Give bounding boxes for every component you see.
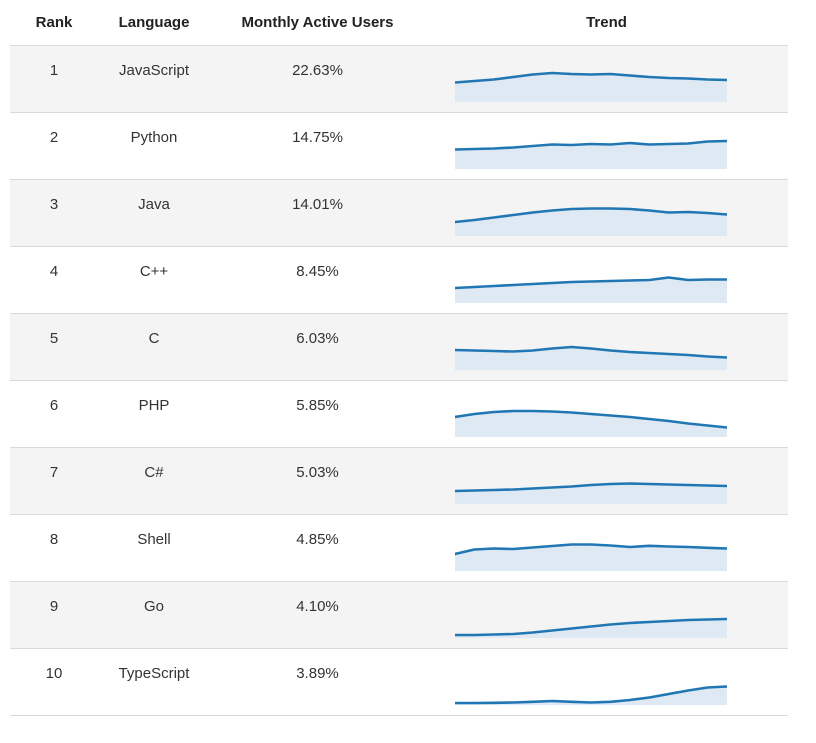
trend-cell (425, 113, 788, 179)
sparkline-area (455, 686, 727, 705)
rank-cell: 6 (49, 397, 59, 414)
mau-cell: 14.75% (292, 129, 343, 146)
trend-cell (425, 247, 788, 313)
table-row: 8 Shell 4.85% (10, 514, 788, 581)
rank-cell: 7 (49, 464, 59, 481)
sparkline-area (455, 544, 727, 571)
trend-sparkline (455, 543, 727, 571)
trend-sparkline (455, 139, 727, 169)
sparkline-line (455, 71, 727, 84)
sparkline-line (455, 139, 727, 151)
table-row: 9 Go 4.10% (10, 581, 788, 648)
language-cell: Go (143, 598, 164, 615)
table-row: 5 C 6.03% (10, 313, 788, 380)
table-row: 1 JavaScript 22.63% (10, 45, 788, 112)
table-row: 3 Java 14.01% (10, 179, 788, 246)
language-cell: Java (138, 196, 170, 213)
trend-cell (425, 381, 788, 447)
trend-sparkline (455, 617, 727, 638)
sparkline-area (455, 208, 727, 236)
sparkline-area (455, 411, 727, 437)
language-cell: C (148, 330, 160, 347)
sparkline-line (455, 685, 727, 705)
rank-cell: 2 (49, 129, 59, 146)
rank-cell: 4 (49, 263, 59, 280)
language-cell: TypeScript (118, 665, 190, 682)
header-trend: Trend (586, 14, 627, 31)
sparkline-line (455, 409, 727, 429)
table-header-row: Rank Language Monthly Active Users Trend (10, 0, 788, 45)
header-mau: Monthly Active Users (241, 14, 394, 31)
rank-cell: 8 (49, 531, 59, 548)
language-cell: C++ (139, 263, 169, 280)
mau-cell: 5.03% (296, 464, 339, 481)
table-row: 2 Python 14.75% (10, 112, 788, 179)
trend-cell (425, 448, 788, 514)
language-cell: Python (130, 129, 178, 146)
mau-cell: 8.45% (296, 263, 339, 280)
language-cell: PHP (138, 397, 170, 414)
trend-sparkline (455, 345, 727, 370)
trend-sparkline (455, 685, 727, 705)
sparkline-line (455, 617, 727, 637)
mau-cell: 3.89% (296, 665, 339, 682)
sparkline-area (455, 277, 727, 303)
mau-cell: 14.01% (292, 196, 343, 213)
trend-cell (425, 515, 788, 581)
trend-sparkline (455, 482, 727, 504)
sparkline-area (455, 347, 727, 370)
table-row: 7 C# 5.03% (10, 447, 788, 514)
rank-cell: 10 (45, 665, 63, 682)
table-body: 1 JavaScript 22.63% 2 Python 14.75% (10, 45, 788, 716)
table-row: 10 TypeScript 3.89% (10, 648, 788, 715)
table-row: 6 PHP 5.85% (10, 380, 788, 447)
mau-cell: 6.03% (296, 330, 339, 347)
header-rank: Rank (35, 14, 73, 31)
trend-sparkline (455, 71, 727, 102)
trend-cell (425, 649, 788, 715)
trend-cell (425, 46, 788, 112)
mau-cell: 4.10% (296, 598, 339, 615)
trend-cell (425, 180, 788, 246)
sparkline-area (455, 73, 727, 102)
language-cell: JavaScript (118, 62, 190, 79)
sparkline-line (455, 482, 727, 493)
sparkline-line (455, 543, 727, 556)
sparkline-line (455, 207, 727, 224)
rank-cell: 3 (49, 196, 59, 213)
trend-sparkline (455, 207, 727, 236)
language-ranking-table: Rank Language Monthly Active Users Trend… (10, 0, 788, 716)
table-row: 4 C++ 8.45% (10, 246, 788, 313)
rank-cell: 5 (49, 330, 59, 347)
trend-sparkline (455, 409, 727, 437)
language-cell: Shell (137, 531, 171, 548)
sparkline-line (455, 345, 727, 359)
rank-cell: 1 (49, 62, 59, 79)
sparkline-area (455, 483, 727, 504)
header-language: Language (118, 14, 190, 31)
trend-sparkline (455, 276, 727, 303)
mau-cell: 5.85% (296, 397, 339, 414)
language-cell: C# (144, 464, 164, 481)
sparkline-line (455, 276, 727, 290)
trend-cell (425, 314, 788, 380)
trend-cell (425, 582, 788, 648)
mau-cell: 4.85% (296, 531, 339, 548)
rank-cell: 9 (49, 598, 59, 615)
mau-cell: 22.63% (292, 62, 343, 79)
